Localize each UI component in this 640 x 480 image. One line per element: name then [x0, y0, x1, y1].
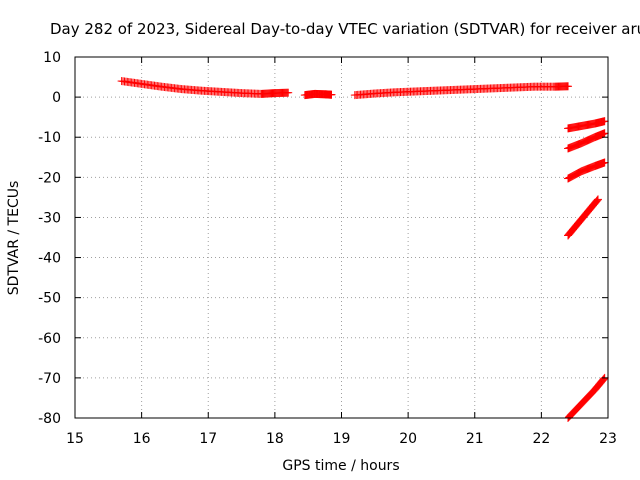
x-tick-label: 21: [466, 431, 484, 447]
grid: [75, 57, 608, 418]
x-tick-label: 23: [599, 431, 617, 447]
data-point: [284, 88, 293, 97]
data-point: [600, 129, 609, 138]
y-tick-labels: 10 0 -10 -20 -30 -40 -50 -60 -70 -80: [38, 50, 61, 427]
y-tick-label: -40: [38, 251, 61, 267]
x-axis-label: GPS time / hours: [282, 458, 399, 474]
x-tick-label: 20: [399, 431, 417, 447]
y-axis-label: SDTVAR / TECUs: [6, 181, 22, 296]
data-point: [599, 375, 608, 384]
data-point: [564, 82, 573, 91]
y-tick-label: -20: [38, 170, 61, 186]
y-tick-label: -10: [38, 130, 61, 146]
x-tick-label: 22: [532, 431, 550, 447]
y-tick-label: 10: [43, 50, 61, 66]
data-point: [600, 158, 609, 167]
tick-marks: [74, 56, 609, 419]
x-tick-label: 19: [333, 431, 351, 447]
chart-title: Day 282 of 2023, Sidereal Day-to-day VTE…: [50, 20, 640, 38]
data-point: [594, 195, 603, 204]
data-point: [599, 374, 608, 383]
y-tick-label: -60: [38, 331, 61, 347]
x-tick-label: 15: [66, 431, 84, 447]
y-tick-label: -30: [38, 210, 61, 226]
data-point: [327, 90, 336, 99]
data-point: [593, 196, 602, 205]
x-tick-label: 17: [199, 431, 217, 447]
data-point: [592, 197, 601, 206]
y-tick-label: -50: [38, 291, 61, 307]
x-tick-labels: 15 16 17 18 19 20 21 22 23: [66, 431, 617, 447]
data-points: [117, 77, 609, 422]
x-tick-label: 18: [266, 431, 284, 447]
y-tick-label: -70: [38, 371, 61, 387]
y-tick-label: -80: [38, 411, 61, 427]
data-point: [600, 117, 609, 126]
y-tick-label: 0: [52, 90, 61, 106]
x-tick-label: 16: [133, 431, 151, 447]
